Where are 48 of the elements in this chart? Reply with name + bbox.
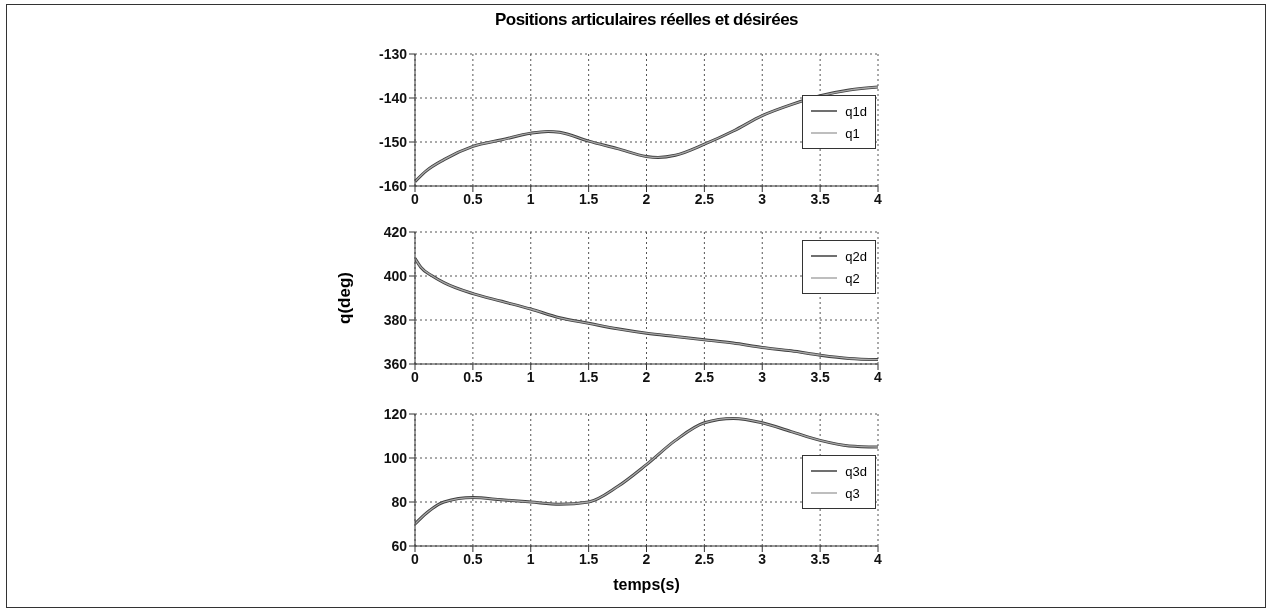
- x-tick-label: 0.5: [463, 190, 483, 207]
- x-tick-label: 2: [642, 190, 651, 207]
- y-tick-label: -130: [378, 45, 408, 62]
- x-tick-label: 4: [874, 550, 883, 567]
- x-tick-label: 3: [758, 368, 767, 385]
- x-tick-label: 1: [526, 550, 535, 567]
- y-tick-label: 360: [383, 355, 408, 372]
- x-tick-label: 1.5: [578, 550, 599, 567]
- y-tick-label: 400: [383, 267, 408, 284]
- y-tick-label: 420: [383, 223, 408, 240]
- legend-label: q2d: [845, 248, 867, 264]
- x-tick-label: 0.5: [463, 550, 483, 567]
- x-tick-label: 4: [874, 368, 883, 385]
- x-tick-label: 3: [758, 550, 767, 567]
- x-tick-label: 3.5: [810, 550, 831, 567]
- x-tick-label: 3: [758, 190, 767, 207]
- y-tick-label: 100: [383, 449, 408, 466]
- y-tick-label: 380: [383, 311, 408, 328]
- x-tick-label: 0: [411, 550, 420, 567]
- x-tick-label: 1: [526, 368, 535, 385]
- y-axis-title: q(deg): [335, 272, 355, 324]
- x-tick-label: 3.5: [810, 190, 831, 207]
- x-tick-label: 1: [526, 190, 535, 207]
- x-tick-label: 2.5: [694, 368, 715, 385]
- legend-label: q3d: [845, 463, 867, 479]
- x-tick-label: 0: [411, 368, 420, 385]
- y-tick-label: -160: [378, 177, 408, 194]
- x-tick-label: 2.5: [694, 550, 715, 567]
- x-tick-label: 4: [874, 190, 883, 207]
- y-tick-label: 80: [391, 493, 408, 510]
- x-tick-label: 2.5: [694, 190, 715, 207]
- y-tick-label: 60: [391, 537, 408, 554]
- x-tick-label: 1.5: [578, 190, 599, 207]
- y-tick-label: 120: [383, 405, 408, 422]
- chart-title: Positions articulaires réelles et désirées: [494, 10, 799, 30]
- legend-label: q1: [845, 125, 860, 141]
- x-tick-label: 1.5: [578, 368, 599, 385]
- legend-label: q1d: [845, 103, 867, 119]
- x-axis-title: temps(s): [613, 576, 680, 594]
- legend-label: q3: [845, 485, 860, 501]
- legend-label: q2: [845, 270, 860, 286]
- x-tick-label: 2: [642, 550, 651, 567]
- x-tick-label: 3.5: [810, 368, 831, 385]
- x-tick-label: 2: [642, 368, 651, 385]
- x-tick-label: 0: [411, 190, 420, 207]
- y-tick-label: -150: [378, 133, 408, 150]
- y-tick-label: -140: [378, 89, 408, 106]
- x-tick-label: 0.5: [463, 368, 483, 385]
